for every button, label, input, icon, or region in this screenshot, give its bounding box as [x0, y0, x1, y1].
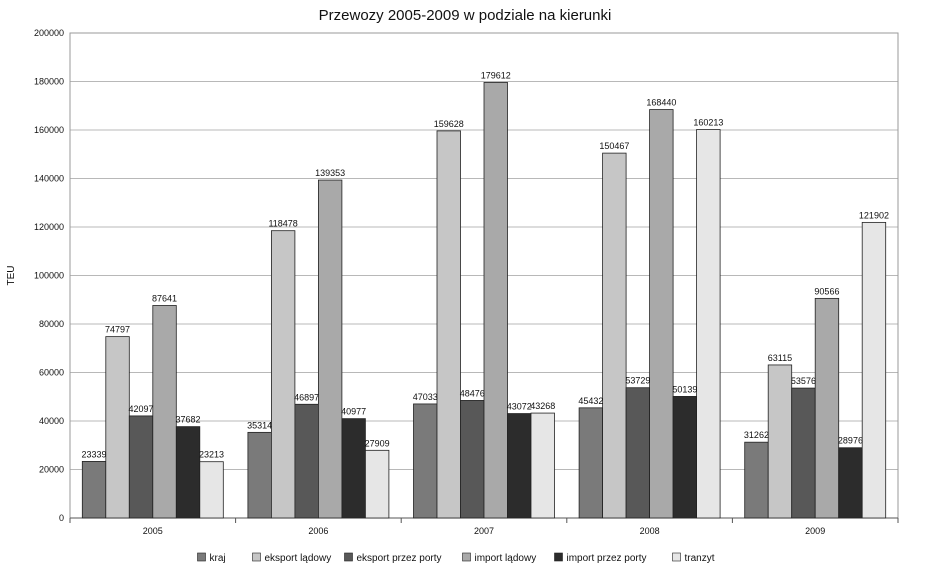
- bar-tranzyt-2008: [696, 129, 721, 519]
- data-label: 47033: [413, 392, 438, 402]
- y-tick-label: 40000: [39, 416, 64, 426]
- y-tick-label: 180000: [34, 77, 64, 87]
- bar-import-przez-porty-2007: [507, 413, 532, 519]
- bar-eksport-przez-porty-2007: [460, 400, 485, 519]
- data-label: 31262: [744, 430, 769, 440]
- data-label: 53729: [625, 376, 650, 386]
- legend-swatch: [672, 552, 681, 562]
- x-tick-label: 2005: [143, 526, 163, 536]
- data-label: 160213: [693, 117, 723, 127]
- y-tick-label: 160000: [34, 125, 64, 135]
- bar-eksport-lądowy-2006: [270, 230, 296, 519]
- data-label: 28976: [838, 436, 863, 446]
- chart-title: Przewozy 2005-2009 w podziale na kierunk…: [319, 7, 612, 24]
- bar-eksport-lądowy-2007: [436, 130, 461, 519]
- data-label: 43268: [530, 401, 555, 411]
- bars: [81, 82, 887, 519]
- data-label: 23339: [82, 449, 107, 459]
- bar-eksport-lądowy-2005: [105, 336, 130, 519]
- y-tick-label: 140000: [34, 174, 64, 184]
- x-tick-label: 2009: [805, 526, 825, 536]
- bar-kraj-2008: [578, 407, 603, 519]
- bar-import-lądowy-2005: [152, 305, 177, 519]
- data-label: 159628: [434, 119, 464, 129]
- legend-swatch: [252, 552, 261, 562]
- data-label: 35314: [247, 420, 272, 430]
- bar-import-lądowy-2007: [483, 82, 508, 519]
- legend-label: tranzyt: [685, 553, 715, 564]
- legend-label: eksport przez porty: [357, 553, 442, 564]
- bar-import-przez-porty-2008: [672, 396, 697, 519]
- y-tick-label: 20000: [39, 465, 64, 475]
- legend-swatch: [554, 552, 563, 562]
- data-label: 43072: [507, 402, 532, 412]
- bar-import-lądowy-2008: [649, 109, 674, 519]
- data-label: 42097: [129, 404, 154, 414]
- bar-eksport-lądowy-2009: [767, 364, 793, 519]
- bar-tranzyt-2005: [199, 461, 224, 519]
- y-tick-label: 200000: [34, 28, 64, 38]
- data-label: 45432: [578, 396, 603, 406]
- bar-tranzyt-2006: [364, 449, 390, 519]
- data-label: 53576: [791, 376, 816, 386]
- data-label: 74797: [105, 325, 130, 335]
- data-label: 179612: [481, 70, 511, 80]
- y-tick-label: 120000: [34, 222, 64, 232]
- bar-tranzyt-2007: [530, 412, 555, 519]
- y-tick-label: 100000: [34, 271, 64, 281]
- bar-import-przez-porty-2009: [838, 447, 863, 519]
- legend-label: import przez porty: [567, 553, 647, 564]
- bar-tranzyt-2009: [861, 221, 887, 519]
- bar-import-przez-porty-2005: [175, 426, 201, 519]
- y-tick-label: 60000: [39, 368, 64, 378]
- bar-import-lądowy-2009: [814, 297, 840, 519]
- bar-eksport-przez-porty-2008: [625, 387, 650, 519]
- x-tick-label: 2006: [308, 526, 328, 536]
- bar-kraj-2007: [413, 403, 438, 519]
- legend-label: import lądowy: [475, 553, 537, 564]
- legend-swatch: [344, 552, 353, 562]
- data-label: 48476: [460, 388, 485, 398]
- data-labels: 23339 35314 47033 45432 31262 74797 118478 1596…: [82, 70, 889, 459]
- legend-swatch: [462, 552, 471, 562]
- x-tick-label: 2007: [474, 526, 494, 536]
- data-label: 87641: [152, 293, 177, 303]
- data-label: 139353: [315, 168, 345, 178]
- y-tick-label: 80000: [39, 319, 64, 329]
- data-label: 168440: [646, 98, 676, 108]
- bar-import-lądowy-2006: [317, 179, 343, 519]
- bar-eksport-przez-porty-2009: [791, 387, 816, 519]
- data-label: 63115: [768, 353, 792, 363]
- data-label: 150467: [599, 141, 629, 151]
- data-label: 90566: [814, 286, 839, 296]
- x-tick-label: 2008: [640, 526, 660, 536]
- data-label: 50139: [672, 384, 697, 394]
- y-tick-label: 0: [59, 513, 64, 523]
- bar-eksport-lądowy-2008: [602, 152, 627, 519]
- data-label: 23213: [199, 450, 224, 460]
- legend-swatch: [197, 552, 206, 562]
- y-axis-label: TEU: [6, 266, 17, 286]
- bar-kraj-2005: [81, 461, 107, 519]
- data-label: 37682: [176, 415, 201, 425]
- bar-kraj-2009: [744, 441, 769, 519]
- data-label: 40977: [341, 407, 366, 417]
- bar-import-przez-porty-2006: [341, 418, 366, 519]
- data-label: 121902: [859, 210, 889, 220]
- data-label: 118478: [268, 219, 297, 229]
- data-label: 46897: [294, 392, 319, 402]
- legend: kraj eksport lądowy eksport przez porty imp…: [197, 552, 715, 564]
- legend-label: eksport lądowy: [265, 553, 332, 564]
- bar-kraj-2006: [247, 431, 272, 519]
- data-label: 27909: [365, 438, 390, 448]
- bar-eksport-przez-porty-2006: [294, 403, 319, 519]
- legend-label: kraj: [210, 553, 226, 564]
- bar-eksport-przez-porty-2005: [128, 415, 154, 519]
